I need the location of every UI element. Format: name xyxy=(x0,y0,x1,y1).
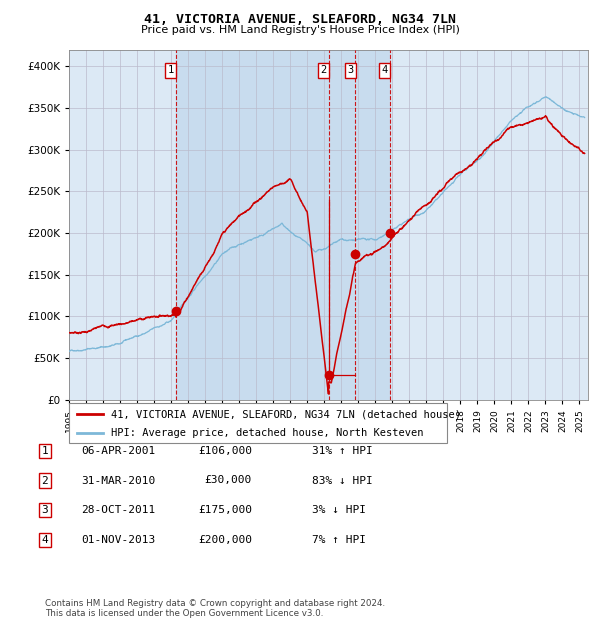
Text: £175,000: £175,000 xyxy=(198,505,252,515)
Text: £106,000: £106,000 xyxy=(198,446,252,456)
Text: 3: 3 xyxy=(347,66,353,76)
Text: £30,000: £30,000 xyxy=(205,476,252,485)
Text: HPI: Average price, detached house, North Kesteven: HPI: Average price, detached house, Nort… xyxy=(110,428,423,438)
Text: 2: 2 xyxy=(320,66,326,76)
Text: 7% ↑ HPI: 7% ↑ HPI xyxy=(312,535,366,545)
Text: 3% ↓ HPI: 3% ↓ HPI xyxy=(312,505,366,515)
Text: 28-OCT-2011: 28-OCT-2011 xyxy=(81,505,155,515)
Text: 1: 1 xyxy=(167,66,174,76)
Text: Contains HM Land Registry data © Crown copyright and database right 2024.: Contains HM Land Registry data © Crown c… xyxy=(45,600,385,608)
Text: 31% ↑ HPI: 31% ↑ HPI xyxy=(312,446,373,456)
Text: 31-MAR-2010: 31-MAR-2010 xyxy=(81,476,155,485)
Bar xyxy=(176,50,389,400)
Text: 01-NOV-2013: 01-NOV-2013 xyxy=(81,535,155,545)
Text: 41, VICTORIA AVENUE, SLEAFORD, NG34 7LN (detached house): 41, VICTORIA AVENUE, SLEAFORD, NG34 7LN … xyxy=(110,409,461,419)
Text: 2: 2 xyxy=(41,476,49,485)
Text: 06-APR-2001: 06-APR-2001 xyxy=(81,446,155,456)
Text: 4: 4 xyxy=(382,66,388,76)
Text: 3: 3 xyxy=(41,505,49,515)
FancyBboxPatch shape xyxy=(69,403,447,443)
Text: This data is licensed under the Open Government Licence v3.0.: This data is licensed under the Open Gov… xyxy=(45,609,323,618)
Text: 41, VICTORIA AVENUE, SLEAFORD, NG34 7LN: 41, VICTORIA AVENUE, SLEAFORD, NG34 7LN xyxy=(144,13,456,26)
Text: £200,000: £200,000 xyxy=(198,535,252,545)
Text: 4: 4 xyxy=(41,535,49,545)
Text: Price paid vs. HM Land Registry's House Price Index (HPI): Price paid vs. HM Land Registry's House … xyxy=(140,25,460,35)
Text: 83% ↓ HPI: 83% ↓ HPI xyxy=(312,476,373,485)
Text: 1: 1 xyxy=(41,446,49,456)
